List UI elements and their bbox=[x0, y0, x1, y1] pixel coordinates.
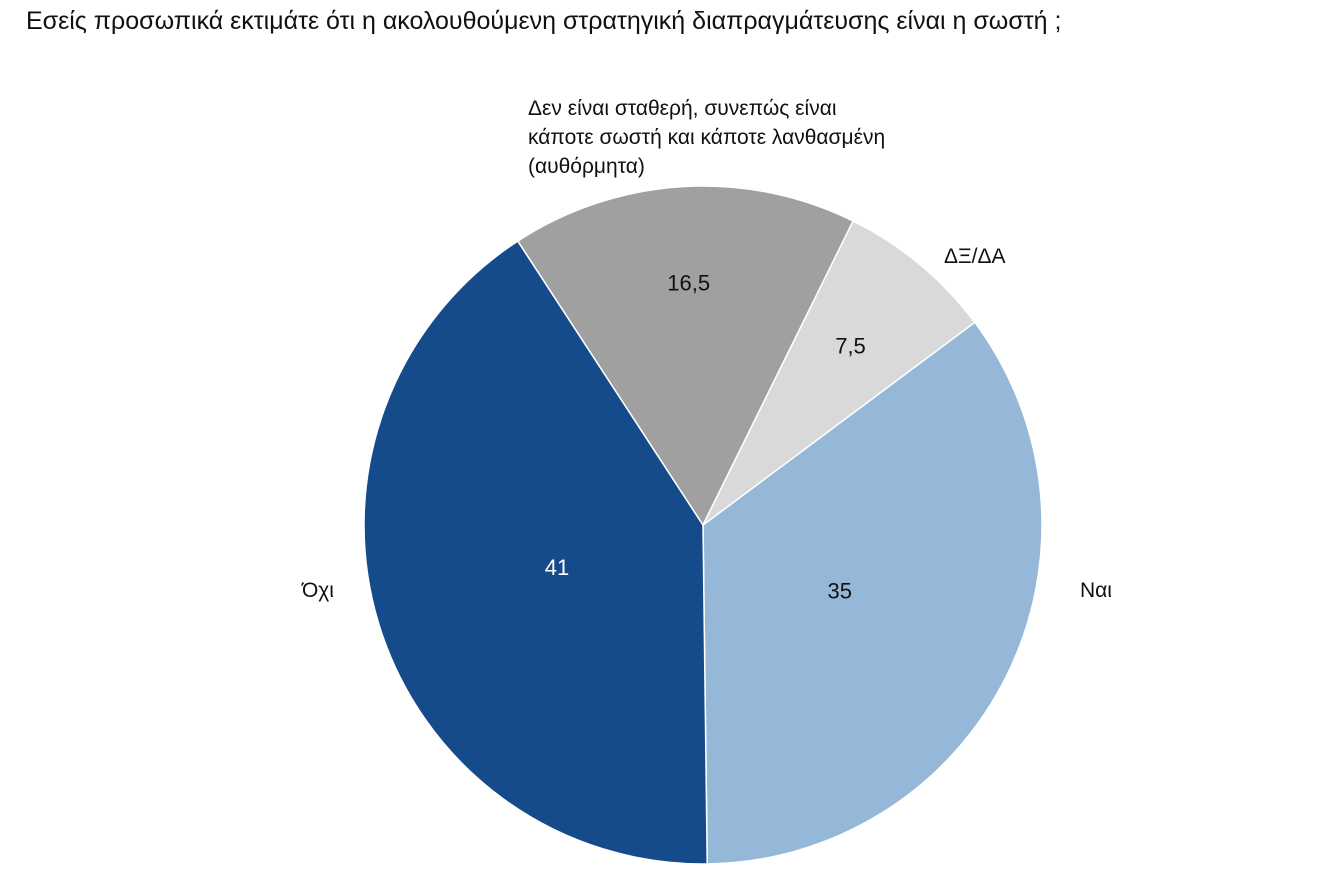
chart-title: Εσείς προσωπικά εκτιμάτε ότι η ακολουθού… bbox=[26, 7, 1062, 35]
pie-value-label-nai: 35 bbox=[828, 578, 852, 603]
pie-slice-not-stable bbox=[516, 185, 855, 527]
category-label-not-stable: Δεν είναι σταθερή, συνεπώς είναι κάποτε … bbox=[528, 97, 886, 178]
pie-slices bbox=[363, 185, 1043, 865]
category-label-ochi: Όχι bbox=[302, 579, 334, 602]
pie-value-labels: 35 41 16,5 7,5 bbox=[545, 271, 866, 604]
pie-value-label-not-stable: 16,5 bbox=[667, 271, 710, 296]
pie-slice-ochi bbox=[363, 240, 708, 865]
category-label-dk-na: ΔΞ/ΔΑ bbox=[944, 245, 1006, 268]
pie-value-label-ochi: 41 bbox=[545, 555, 569, 580]
pie-slice-nai bbox=[702, 321, 1043, 865]
pie-slice-dk-na bbox=[702, 220, 976, 526]
category-label-nai: Ναι bbox=[1080, 579, 1112, 602]
pie-value-label-dk-na: 7,5 bbox=[835, 334, 866, 359]
